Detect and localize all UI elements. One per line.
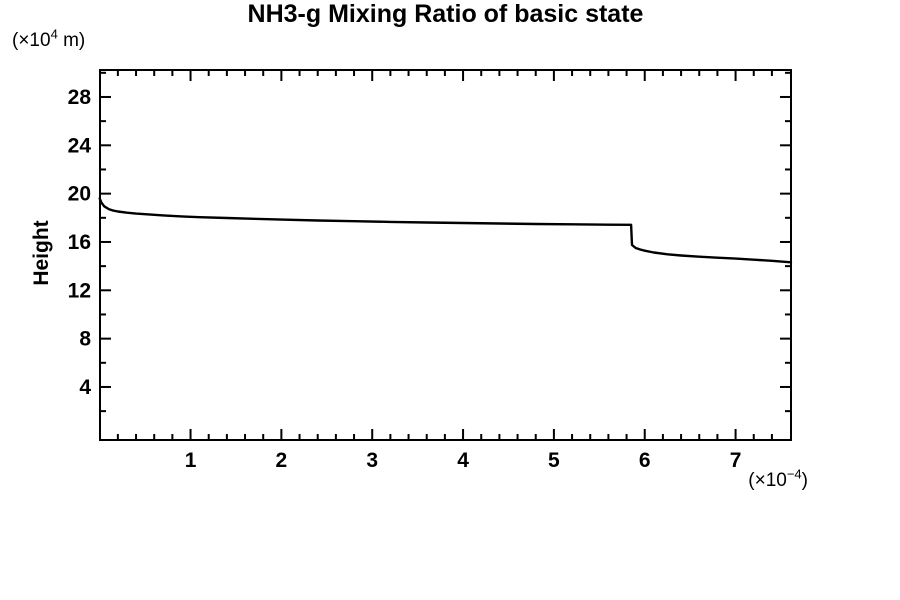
tick-label: 4 <box>457 449 469 472</box>
x-unit-prefix: (×10 <box>748 470 787 491</box>
x-axis-ticks: 1 2 3 4 5 6 7 <box>116 70 773 472</box>
series-line <box>98 197 793 264</box>
x-unit-exponent: −4 <box>786 466 802 482</box>
tick-label: 2 <box>276 449 288 472</box>
y-unit-exponent: 4 <box>50 26 58 42</box>
y-unit-suffix: m) <box>57 30 86 51</box>
x-axis-unit-label: (×10−4) <box>690 466 808 492</box>
tick-label: 28 <box>68 86 92 109</box>
tick-label: 1 <box>185 449 197 472</box>
y-unit-prefix: (×10 <box>12 30 51 51</box>
tick-label: 5 <box>548 449 560 472</box>
chart-title: NH3-g Mixing Ratio of basic state <box>247 0 644 28</box>
tick-label: 7 <box>730 449 742 472</box>
y-axis-unit-label: (×104 m) <box>12 26 86 52</box>
tick-label: 8 <box>79 328 91 351</box>
tick-label: 4 <box>79 376 91 399</box>
tick-label: 6 <box>639 449 651 472</box>
tick-label: 12 <box>68 279 91 302</box>
y-axis-ticks: 4 8 12 16 20 24 28 <box>68 71 791 413</box>
tick-label: 3 <box>366 449 378 472</box>
tick-label: 24 <box>68 134 92 157</box>
tick-label: 16 <box>68 231 91 254</box>
x-unit-suffix: ) <box>801 470 808 491</box>
tick-label: 20 <box>68 183 91 206</box>
data-curve <box>98 197 793 264</box>
